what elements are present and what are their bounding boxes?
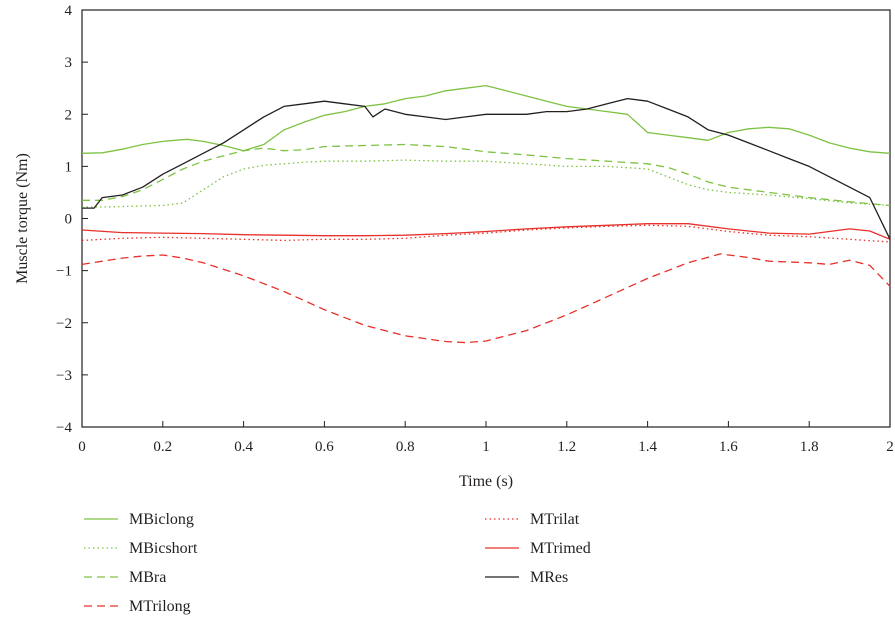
legend-label-mres: MRes xyxy=(530,569,568,586)
series-line-mbicshort xyxy=(82,159,891,208)
x-tick-label: 0 xyxy=(78,439,86,455)
legend-label-mbiclong: MBiclong xyxy=(129,511,194,528)
y-tick-label: 0 xyxy=(65,212,73,228)
legend: MBiclong MBicshort MBra MTrilong MTrilat MTri… xyxy=(84,511,591,615)
series-line-mtrilong xyxy=(81,253,891,344)
series-line-mbiclong xyxy=(81,84,891,154)
y-tick-label: 2 xyxy=(65,107,73,123)
plot-frame xyxy=(81,9,891,428)
y-axis: 4 3 2 1 0 −1 −2 −3 −4 xyxy=(56,3,88,436)
legend-label-mbra: MBra xyxy=(129,569,166,586)
x-tick-label: 0.2 xyxy=(153,439,172,455)
x-axis: 0 0.2 0.4 0.6 0.8 1 1.2 1.4 1.6 1.8 2 xyxy=(78,421,894,455)
x-tick-label: 1 xyxy=(482,439,490,455)
x-tick-label: 1.2 xyxy=(557,439,576,455)
x-tick-label: 1.8 xyxy=(800,439,819,455)
legend-label-mbicshort: MBicshort xyxy=(129,540,198,557)
legend-label-mtrilat: MTrilat xyxy=(530,511,580,528)
series-line-mres xyxy=(82,97,891,240)
y-tick-label: −1 xyxy=(56,264,72,280)
legend-label-mtrimed: MTrimed xyxy=(530,540,591,557)
y-tick-label: 4 xyxy=(65,3,73,19)
series-layer xyxy=(81,84,891,344)
legend-label-mtrilong: MTrilong xyxy=(129,598,191,615)
x-tick-label: 0.4 xyxy=(234,439,253,455)
y-tick-label: 3 xyxy=(65,55,73,71)
y-axis-title: Muscle torque (Nm) xyxy=(14,153,31,284)
x-tick-label: 2 xyxy=(886,439,894,455)
y-tick-label: −4 xyxy=(56,420,72,436)
y-tick-label: −3 xyxy=(56,368,72,384)
x-tick-label: 0.8 xyxy=(396,439,415,455)
y-tick-label: 1 xyxy=(65,159,73,175)
x-tick-label: 0.6 xyxy=(315,439,334,455)
x-tick-label: 1.6 xyxy=(719,439,738,455)
series-line-mtrimed xyxy=(81,223,891,240)
x-axis-title: Time (s) xyxy=(459,473,513,490)
y-tick-label: −2 xyxy=(56,316,72,332)
x-tick-label: 1.4 xyxy=(638,439,657,455)
